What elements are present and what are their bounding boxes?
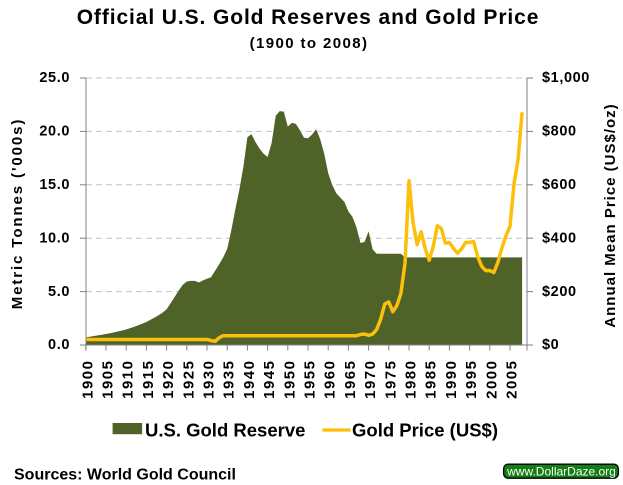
svg-text:1945: 1945 — [261, 360, 278, 399]
svg-text:$0: $0 — [542, 337, 559, 353]
svg-text:25.0: 25.0 — [39, 70, 70, 86]
svg-text:2000: 2000 — [483, 360, 500, 399]
svg-text:1960: 1960 — [322, 360, 339, 399]
svg-text:1905: 1905 — [100, 360, 117, 399]
svg-text:$200: $200 — [542, 284, 577, 300]
svg-text:1935: 1935 — [221, 360, 238, 399]
svg-text:1915: 1915 — [140, 360, 157, 399]
svg-text:5.0: 5.0 — [48, 284, 70, 300]
svg-text:1985: 1985 — [423, 360, 440, 399]
svg-text:www.DollarDaze.org: www.DollarDaze.org — [506, 465, 616, 479]
svg-text:Sources: World Gold Council: Sources: World Gold Council — [14, 467, 236, 484]
svg-text:10.0: 10.0 — [39, 230, 70, 246]
svg-text:1970: 1970 — [362, 360, 379, 399]
svg-text:1930: 1930 — [201, 360, 218, 399]
svg-text:2005: 2005 — [504, 360, 521, 399]
svg-text:1975: 1975 — [382, 360, 399, 399]
svg-text:1910: 1910 — [120, 360, 137, 399]
svg-text:1995: 1995 — [463, 359, 480, 398]
svg-text:U.S. Gold Reserve: U.S. Gold Reserve — [145, 419, 305, 440]
svg-text:Metric Tonnes ('000s): Metric Tonnes ('000s) — [9, 118, 26, 310]
svg-text:1920: 1920 — [160, 360, 177, 399]
svg-text:1925: 1925 — [180, 360, 197, 399]
svg-text:1980: 1980 — [403, 360, 420, 399]
svg-text:15.0: 15.0 — [39, 177, 70, 193]
svg-text:$400: $400 — [542, 230, 577, 246]
svg-text:Annual Mean Price (US$/oz): Annual Mean Price (US$/oz) — [602, 103, 619, 327]
svg-text:(1900 to 2008): (1900 to 2008) — [250, 35, 369, 52]
svg-text:20.0: 20.0 — [39, 124, 70, 140]
svg-text:1965: 1965 — [342, 360, 359, 399]
svg-text:$1,000: $1,000 — [542, 70, 590, 86]
svg-text:1950: 1950 — [281, 360, 298, 399]
svg-text:$600: $600 — [542, 177, 577, 193]
svg-text:Official U.S. Gold Reserves an: Official U.S. Gold Reserves and Gold Pri… — [77, 6, 540, 29]
svg-text:1900: 1900 — [79, 360, 96, 399]
svg-text:1940: 1940 — [241, 360, 258, 399]
svg-text:1955: 1955 — [302, 360, 319, 399]
svg-text:1990: 1990 — [443, 360, 460, 399]
svg-text:$800: $800 — [542, 124, 577, 140]
svg-text:Gold Price (US$): Gold Price (US$) — [352, 419, 498, 440]
svg-text:0.0: 0.0 — [48, 337, 70, 353]
